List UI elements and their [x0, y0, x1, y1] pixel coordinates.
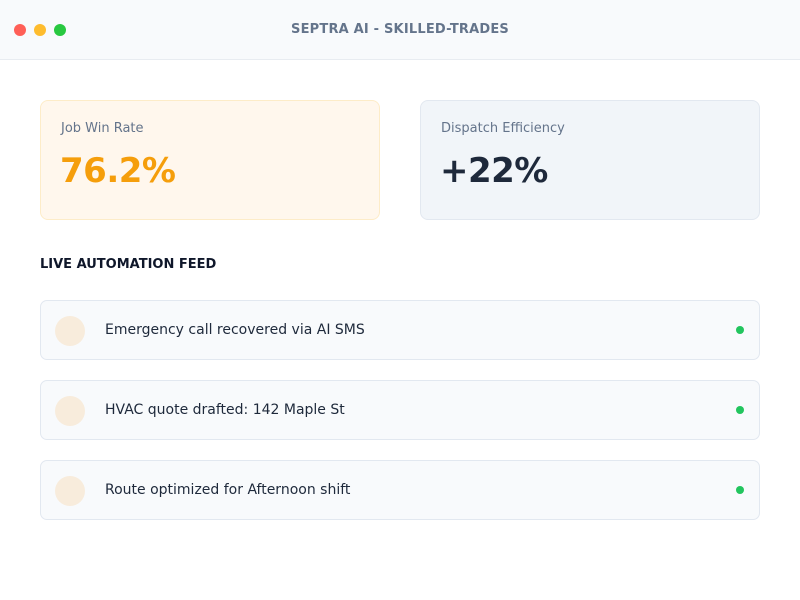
status-dot-icon: [736, 486, 744, 494]
status-dot-icon: [736, 326, 744, 334]
close-window-button[interactable]: [14, 24, 26, 36]
dispatch-efficiency-label: Dispatch Efficiency: [441, 121, 565, 136]
feed-item-text: HVAC quote drafted: 142 Maple St: [105, 402, 345, 418]
feed-item[interactable]: Route optimized for Afternoon shift: [40, 460, 760, 520]
job-win-rate-label: Job Win Rate: [61, 121, 144, 136]
status-dot-icon: [736, 406, 744, 414]
dispatch-efficiency-card: Dispatch Efficiency +22%: [420, 100, 760, 220]
window-title: SEPTRA AI - SKILLED-TRADES: [291, 22, 509, 37]
feed-item[interactable]: Emergency call recovered via AI SMS: [40, 300, 760, 360]
dispatch-efficiency-value: +22%: [440, 151, 548, 191]
title-bar: SEPTRA AI - SKILLED-TRADES: [0, 0, 800, 60]
feed-item-text: Route optimized for Afternoon shift: [105, 482, 351, 498]
job-win-rate-card: Job Win Rate 76.2%: [40, 100, 380, 220]
feed-item-avatar-icon: [55, 316, 85, 346]
feed-item-avatar-icon: [55, 476, 85, 506]
feed-item-text: Emergency call recovered via AI SMS: [105, 322, 365, 338]
feed-item-avatar-icon: [55, 396, 85, 426]
maximize-window-button[interactable]: [54, 24, 66, 36]
live-feed-heading: LIVE AUTOMATION FEED: [40, 257, 217, 272]
feed-item[interactable]: HVAC quote drafted: 142 Maple St: [40, 380, 760, 440]
minimize-window-button[interactable]: [34, 24, 46, 36]
job-win-rate-value: 76.2%: [60, 151, 176, 191]
